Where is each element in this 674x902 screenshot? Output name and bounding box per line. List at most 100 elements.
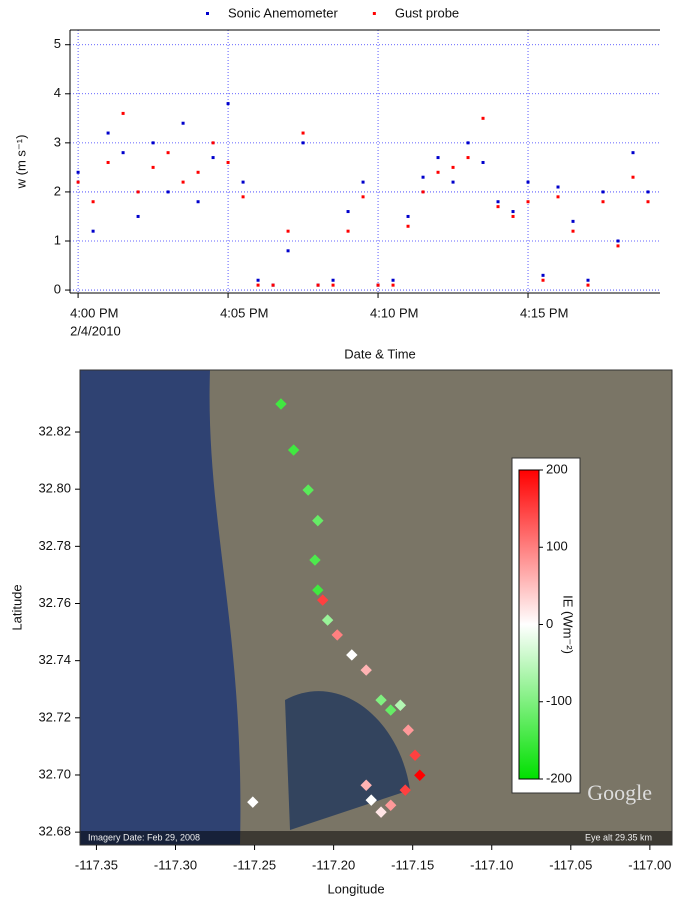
- colorbar: [518, 469, 540, 780]
- data-point: [226, 102, 230, 106]
- data-point: [91, 229, 95, 233]
- data-point: [286, 249, 290, 253]
- data-point: [511, 214, 515, 218]
- y-tick-label: 0: [54, 281, 61, 296]
- colorbar-tick-label: -200: [546, 770, 572, 785]
- track-point: [365, 794, 377, 806]
- map-text: Imagery Date: Feb 29, 2008: [88, 832, 200, 842]
- data-point: [541, 273, 545, 277]
- data-point: [571, 219, 575, 223]
- data-point: [136, 214, 140, 218]
- track-point: [384, 799, 397, 811]
- data-point: [211, 141, 215, 145]
- data-point: [466, 141, 470, 145]
- y-tick-label: 32.78: [38, 538, 71, 553]
- data-point: [601, 200, 605, 204]
- data-point: [406, 224, 410, 228]
- data-point: [301, 141, 305, 145]
- y-tick-label: 32.80: [38, 481, 71, 496]
- x-axis-label: Date & Time: [344, 346, 416, 361]
- data-point: [241, 180, 245, 184]
- data-point: [346, 229, 350, 233]
- y-axis-label: Latitude: [9, 584, 24, 630]
- data-point: [106, 131, 110, 135]
- data-point: [556, 185, 560, 189]
- data-point: [571, 229, 575, 233]
- data-point: [256, 278, 260, 282]
- track-point: [346, 649, 358, 661]
- y-tick-label: 32.82: [38, 423, 71, 438]
- track-point: [394, 699, 407, 711]
- x-tick-label: -117.30: [154, 857, 197, 872]
- data-point: [346, 210, 350, 214]
- track-point: [312, 584, 324, 596]
- data-point: [196, 200, 200, 204]
- data-point: [436, 156, 440, 160]
- data-point: [421, 175, 425, 179]
- x-tick-label: -117.25: [233, 857, 276, 872]
- legend-marker: [206, 12, 209, 15]
- track-point: [302, 484, 314, 496]
- y-tick-label: 32.68: [38, 824, 71, 839]
- legend-marker: [372, 12, 376, 15]
- x-tick-label: 4:05 PM: [220, 305, 268, 320]
- data-point: [361, 195, 365, 199]
- track-point: [287, 444, 300, 456]
- data-point: [586, 283, 590, 287]
- data-point: [121, 111, 125, 115]
- data-point: [331, 283, 335, 287]
- data-point: [286, 229, 290, 233]
- data-point: [631, 151, 635, 155]
- data-point: [151, 141, 155, 145]
- data-point: [211, 156, 215, 160]
- map-footer: [80, 831, 672, 845]
- x-tick-label: 4:10 PM: [370, 305, 418, 320]
- map-ocean: [80, 370, 241, 845]
- track-point: [247, 796, 259, 808]
- data-point: [136, 190, 140, 194]
- data-point: [166, 190, 170, 194]
- y-tick-label: 5: [54, 36, 61, 51]
- y-tick-label: 1: [54, 232, 61, 247]
- data-point: [616, 244, 620, 248]
- track-point: [384, 704, 397, 716]
- data-point: [511, 210, 515, 214]
- data-point: [271, 283, 275, 287]
- data-point: [331, 278, 335, 282]
- track-point: [414, 769, 426, 781]
- data-point: [526, 200, 530, 204]
- x-tick-label: 4:15 PM: [520, 305, 568, 320]
- data-point: [376, 283, 380, 287]
- data-point: [496, 205, 500, 209]
- data-point: [481, 160, 485, 164]
- data-point: [451, 165, 455, 169]
- y-axis-label: w (m s⁻¹): [13, 135, 28, 190]
- colorbar-tick-label: 100: [546, 539, 568, 554]
- colorbar-tick-label: -100: [546, 693, 572, 708]
- y-tick-label: 2: [54, 183, 61, 198]
- legend-label: Gust probe: [395, 5, 459, 20]
- x-tick-sublabel: 2/4/2010: [70, 323, 121, 338]
- data-point: [436, 170, 440, 174]
- y-tick-label: 32.76: [38, 595, 71, 610]
- data-point: [256, 283, 260, 287]
- data-point: [556, 195, 560, 199]
- data-point: [541, 278, 545, 282]
- x-tick-label: -117.35: [75, 857, 118, 872]
- x-axis-label: Longitude: [327, 881, 384, 896]
- data-point: [316, 283, 320, 287]
- x-tick-label: 4:00 PM: [70, 305, 118, 320]
- data-point: [76, 180, 80, 184]
- data-point: [406, 214, 410, 218]
- y-tick-label: 4: [54, 85, 61, 100]
- track-point: [375, 694, 387, 706]
- data-point: [121, 151, 125, 155]
- track-point: [375, 806, 387, 818]
- data-point: [181, 180, 185, 184]
- data-point: [76, 170, 80, 174]
- track-point: [309, 554, 321, 566]
- track-point: [360, 664, 372, 676]
- data-point: [481, 116, 485, 120]
- colorbar-tick-label: 200: [546, 461, 568, 476]
